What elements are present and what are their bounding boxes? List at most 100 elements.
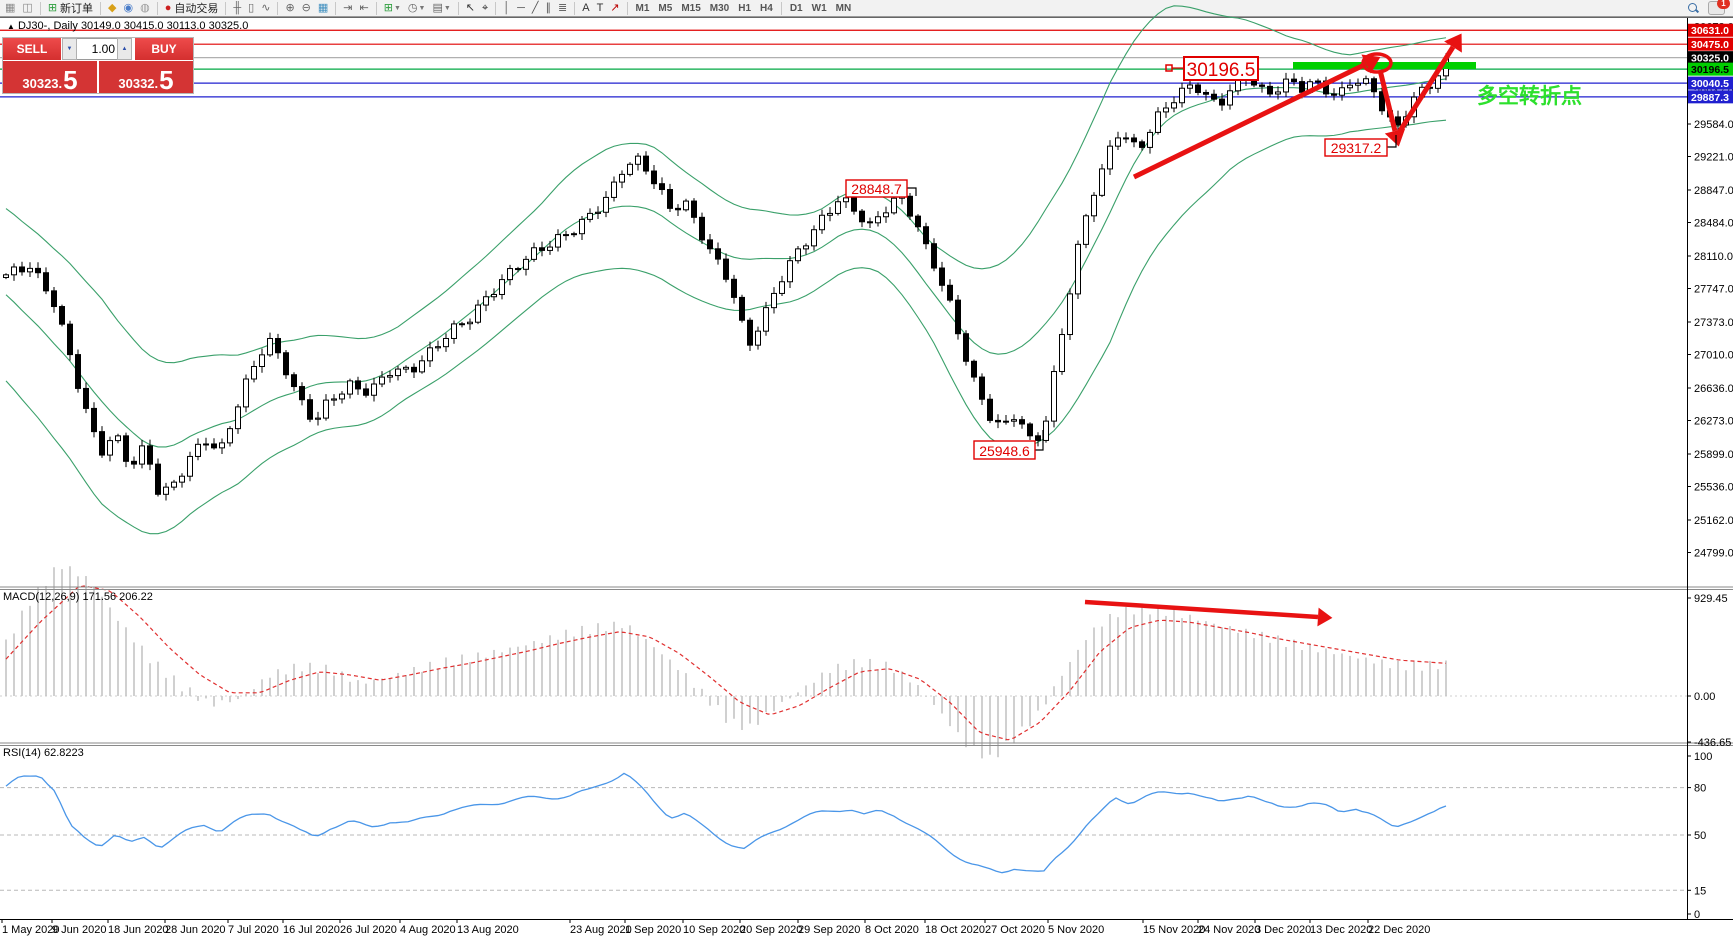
- toolbar-separator: [39, 1, 41, 15]
- tf-m5-button[interactable]: M5: [658, 2, 673, 14]
- profile-search-icon: ◫: [22, 1, 33, 14]
- svg-text:29584.0: 29584.0: [1694, 119, 1733, 131]
- autotrade-button-label: 自动交易: [174, 3, 219, 15]
- tf-d1-button[interactable]: D1: [789, 2, 803, 14]
- svg-text:929.45: 929.45: [1694, 593, 1728, 605]
- svg-text:18 Jun 2020: 18 Jun 2020: [108, 924, 169, 936]
- indicators-icon[interactable]: ⊞ ▼: [381, 1, 404, 16]
- notification-count-badge: 1: [1717, 0, 1730, 9]
- annotation-label-30196.5[interactable]: 30196.5: [1165, 56, 1259, 81]
- one-click-trading-panel: SELL ▼ ▲ BUY 30323.5 30332.5: [2, 37, 194, 94]
- annotation-label-25948.6[interactable]: 25948.6: [973, 430, 1044, 460]
- arrow-objects-icon[interactable]: ↗: [607, 1, 622, 16]
- candlestick-series: [3, 53, 1449, 501]
- annotation-label-29317.2[interactable]: 29317.2: [1324, 135, 1397, 157]
- highlight-circle[interactable]: [1361, 52, 1393, 74]
- tf-m15-button[interactable]: M15: [681, 2, 701, 14]
- svg-text:22 Dec 2020: 22 Dec 2020: [1368, 924, 1430, 936]
- fibo-icon[interactable]: ≣: [555, 1, 570, 16]
- svg-text:30040.5: 30040.5: [1691, 78, 1729, 90]
- tile-windows-icon: ▦: [317, 1, 329, 14]
- toolbar-separator: [335, 1, 337, 15]
- lot-increase-button[interactable]: ▲: [117, 38, 132, 60]
- macd-label: MACD(12,26,9) 171.56 206.22: [3, 591, 153, 603]
- support-highlight-bar[interactable]: [1293, 62, 1476, 69]
- svg-text:28847.0: 28847.0: [1694, 185, 1733, 197]
- periods-icon: ◷: [407, 1, 418, 14]
- accounts-icon[interactable]: ◉: [121, 1, 137, 16]
- auto-scroll-icon: ⇥: [343, 1, 353, 14]
- buy-price-display[interactable]: 30332. 5: [97, 61, 193, 93]
- toolbar-separator: [156, 1, 158, 15]
- price-lines[interactable]: [0, 29, 1687, 98]
- tf-h4-button[interactable]: H4: [760, 2, 773, 14]
- buy-button[interactable]: BUY: [135, 38, 193, 60]
- auto-scroll-icon[interactable]: ⇥: [340, 1, 355, 16]
- charts-icon[interactable]: ▦: [2, 1, 18, 16]
- svg-text:29 Sep 2020: 29 Sep 2020: [798, 924, 860, 936]
- chevron-down-icon: ▼: [393, 4, 401, 12]
- new-order-button[interactable]: ⊞ 新订单: [45, 1, 96, 16]
- text-icon[interactable]: A: [579, 1, 592, 16]
- text-label-icon[interactable]: T: [594, 1, 607, 16]
- price-badge-29887.3: [1688, 90, 1733, 104]
- chart-shift-icon: ⇤: [359, 1, 369, 14]
- annotation-label-28848.7[interactable]: 28848.7: [845, 179, 917, 198]
- tf-m1-button[interactable]: M1: [635, 2, 650, 14]
- line-chart-icon[interactable]: ∿: [258, 1, 273, 16]
- chevron-down-icon: ▼: [418, 4, 426, 12]
- market-watch-icon[interactable]: ◆: [105, 1, 119, 16]
- trend-arrow-3[interactable]: [1395, 33, 1462, 136]
- zoom-out-icon: ⊖: [301, 1, 311, 14]
- autotrade-button[interactable]: ● 自动交易: [162, 1, 222, 16]
- panel-splitters[interactable]: [0, 586, 1733, 746]
- notifications-icon[interactable]: 1: [1708, 0, 1730, 15]
- trendline-icon: ╱: [531, 1, 539, 14]
- tf-h1-button[interactable]: H1: [738, 2, 752, 14]
- svg-text:15: 15: [1694, 885, 1706, 897]
- chart-shift-icon[interactable]: ⇤: [357, 1, 372, 16]
- rsi-panel: [0, 772, 1687, 891]
- vline-icon: │: [503, 1, 511, 14]
- lot-input[interactable]: [77, 38, 117, 60]
- sell-button[interactable]: SELL: [3, 38, 61, 60]
- svg-text:30196.5: 30196.5: [1187, 60, 1256, 81]
- zoom-in-icon[interactable]: ⊕: [282, 1, 297, 16]
- chart-title: ▲ DJ30-, Daily 30149.0 30415.0 30113.0 3…: [7, 20, 249, 32]
- signals-icon[interactable]: ◍: [137, 1, 153, 16]
- price-axis[interactable]: 30673.030310.029947.029584.029221.028847…: [1687, 18, 1733, 921]
- svg-text:13 Dec 2020: 13 Dec 2020: [1310, 924, 1372, 936]
- periods-icon[interactable]: ◷ ▼: [405, 1, 429, 16]
- svg-text:26636.0: 26636.0: [1694, 383, 1733, 395]
- bb-upper-band: [5, 5, 1447, 364]
- candle-chart-icon[interactable]: ▯: [245, 1, 257, 16]
- tf-w1-button[interactable]: W1: [811, 2, 827, 14]
- channel-icon[interactable]: ∥: [543, 1, 555, 16]
- sell-price-display[interactable]: 30323. 5: [3, 61, 97, 93]
- svg-text:30631.0: 30631.0: [1691, 25, 1729, 37]
- cursor-icon: ↖: [465, 1, 475, 14]
- templates-icon[interactable]: ▤ ▼: [429, 1, 453, 16]
- crosshair-icon[interactable]: ⌖: [479, 1, 491, 16]
- hline-icon[interactable]: ─: [514, 1, 528, 16]
- svg-text:30475.0: 30475.0: [1691, 39, 1729, 51]
- tf-m30-button[interactable]: M30: [709, 2, 730, 14]
- vline-icon[interactable]: │: [500, 1, 513, 16]
- zoom-out-icon[interactable]: ⊖: [299, 1, 314, 16]
- search-icon[interactable]: [1687, 2, 1700, 14]
- svg-text:27747.0: 27747.0: [1694, 284, 1733, 296]
- toolbar-separator: [495, 1, 497, 15]
- cursor-icon[interactable]: ↖: [463, 1, 478, 16]
- svg-text:26 Jul 2020: 26 Jul 2020: [340, 924, 397, 936]
- tf-mn-button[interactable]: MN: [835, 2, 852, 14]
- annotations[interactable]: 30196.5 29317.2 28848.7 25948.6 多空转折点: [845, 33, 1582, 460]
- profile-search-icon[interactable]: ◫: [19, 1, 35, 16]
- svg-text:4 Aug 2020: 4 Aug 2020: [400, 924, 456, 936]
- price-badge-30196.5: [1688, 62, 1733, 76]
- tile-windows-icon[interactable]: ▦: [315, 1, 331, 16]
- trendline-icon[interactable]: ╱: [529, 1, 542, 16]
- lot-decrease-button[interactable]: ▼: [62, 38, 77, 60]
- bar-chart-icon[interactable]: ╫: [230, 1, 244, 16]
